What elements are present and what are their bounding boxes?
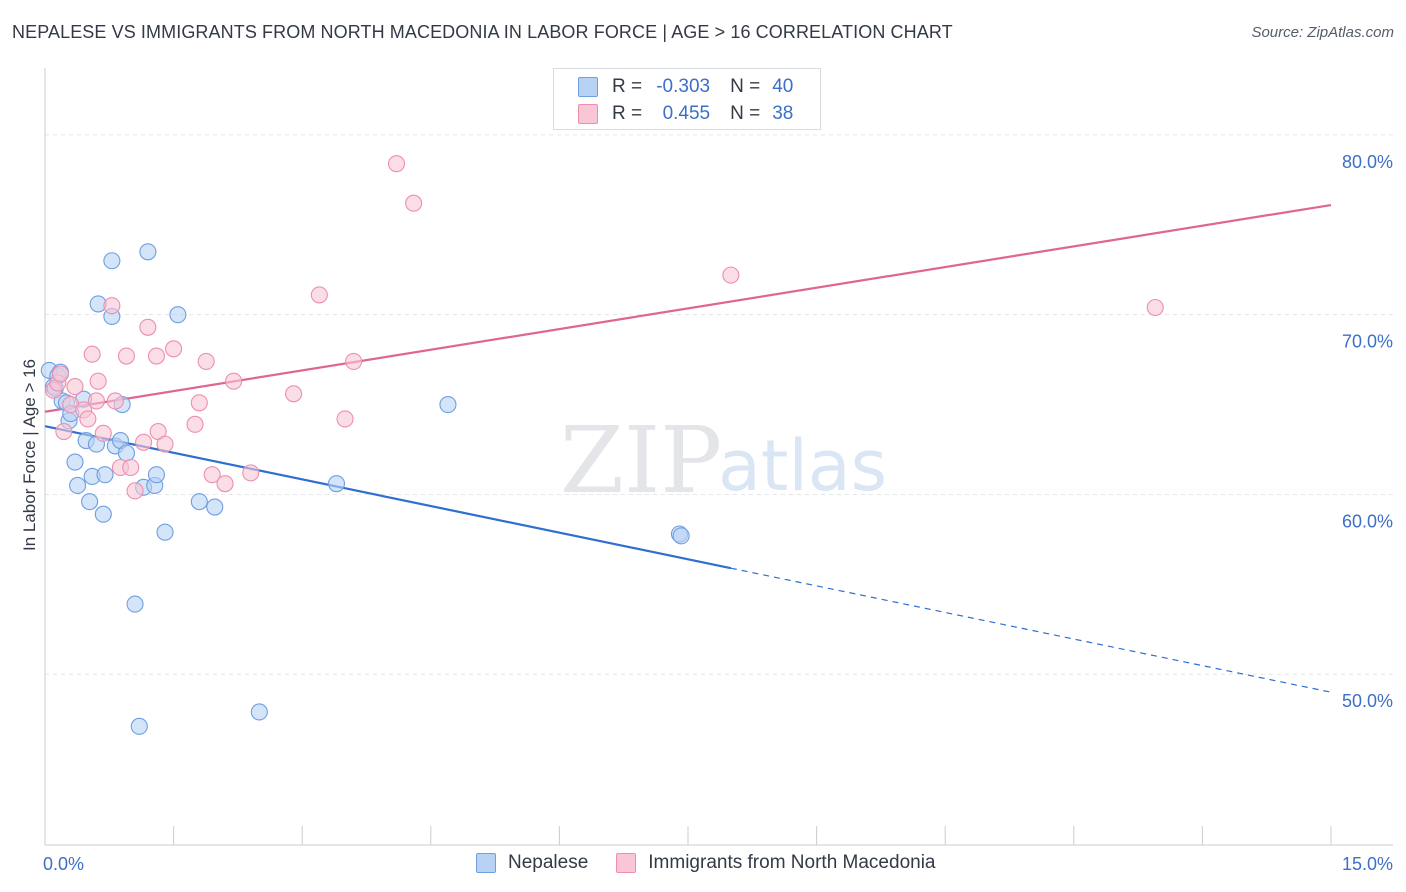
y-tick-label: 70.0% — [1342, 332, 1393, 352]
point-macedonia — [405, 194, 423, 212]
legend-item-macedonia[interactable]: Immigrants from North Macedonia — [616, 852, 936, 874]
point-nepalese — [103, 252, 121, 270]
point-macedonia — [126, 482, 144, 500]
point-macedonia — [79, 410, 97, 428]
point-nepalese — [69, 476, 87, 495]
point-macedonia — [216, 475, 234, 493]
source-label: Source: ZipAtlas.com — [1251, 24, 1394, 41]
point-macedonia — [94, 424, 112, 442]
point-nepalese — [81, 493, 99, 511]
point-macedonia — [103, 297, 121, 315]
stats-legend: R = -0.303 N = 40 R = 0.455 N = 38 — [553, 68, 821, 130]
point-macedonia — [147, 347, 166, 365]
point-macedonia — [66, 378, 84, 396]
point-macedonia — [1146, 298, 1164, 317]
point-macedonia — [55, 422, 73, 441]
legend-label-macedonia: Immigrants from North Macedonia — [648, 852, 936, 873]
point-nepalese — [190, 493, 208, 511]
stats-row-nepalese: R = -0.303 N = 40 — [578, 74, 802, 100]
point-nepalese — [94, 505, 112, 523]
swatch-macedonia — [578, 104, 598, 124]
point-macedonia — [83, 345, 101, 363]
swatch-nepalese — [578, 77, 598, 97]
point-macedonia — [51, 365, 69, 383]
point-macedonia — [139, 318, 157, 336]
n-label: N = — [730, 76, 761, 97]
point-macedonia — [135, 433, 153, 451]
legend-label-nepalese: Nepalese — [508, 852, 589, 873]
point-macedonia — [186, 415, 204, 433]
point-macedonia — [225, 372, 243, 390]
point-nepalese — [117, 444, 135, 462]
legend-swatch-nepalese — [476, 853, 496, 873]
legend-item-nepalese[interactable]: Nepalese — [476, 852, 588, 874]
watermark-atlas: atlas — [718, 425, 887, 507]
point-nepalese — [169, 306, 187, 324]
point-nepalese — [130, 717, 148, 735]
point-nepalese — [126, 595, 144, 613]
watermark: ZIP atlas — [560, 407, 887, 514]
n-value: 38 — [772, 103, 794, 124]
point-macedonia — [165, 340, 183, 358]
point-macedonia — [242, 464, 260, 482]
tick-labels: 80.0% 70.0% 60.0% 50.0% 0.0% 15.0% — [43, 152, 1393, 874]
x-tick-label: 0.0% — [43, 854, 84, 874]
point-macedonia — [156, 435, 174, 453]
point-macedonia — [197, 352, 215, 370]
point-macedonia — [203, 466, 221, 484]
point-macedonia — [106, 392, 124, 410]
point-nepalese — [206, 498, 224, 516]
point-macedonia — [122, 458, 140, 477]
point-macedonia — [722, 266, 740, 284]
point-macedonia — [310, 286, 328, 304]
y-tick-label: 60.0% — [1342, 511, 1393, 531]
data-points — [40, 155, 1164, 735]
grid-lines — [45, 134, 1393, 675]
point-macedonia — [190, 394, 208, 412]
point-macedonia — [87, 392, 105, 410]
axes — [44, 68, 1393, 846]
point-macedonia — [387, 155, 406, 173]
point-macedonia — [117, 347, 135, 365]
point-nepalese — [147, 466, 166, 484]
y-tick-label: 80.0% — [1342, 152, 1393, 172]
n-value: 40 — [772, 76, 794, 97]
point-macedonia — [285, 385, 303, 403]
chart-title: NEPALESE VS IMMIGRANTS FROM NORTH MACEDO… — [12, 22, 953, 42]
r-value: -0.303 — [656, 76, 711, 97]
point-nepalese — [139, 243, 157, 261]
x-tick-label: 15.0% — [1342, 854, 1393, 874]
watermark-zip: ZIP — [560, 407, 722, 514]
trend-line-macedonia — [44, 203, 1332, 413]
point-nepalese — [250, 703, 268, 721]
n-label: N = — [730, 103, 761, 124]
point-macedonia — [89, 372, 107, 390]
y-tick-label: 50.0% — [1342, 691, 1393, 711]
point-macedonia — [345, 352, 363, 370]
trend-line-nepalese-extrapolated — [730, 567, 1332, 693]
r-label: R = — [612, 76, 643, 97]
point-nepalese — [156, 523, 174, 541]
point-nepalese — [672, 527, 690, 545]
r-value: 0.455 — [662, 103, 711, 124]
series-legend: Nepalese Immigrants from North Macedonia — [476, 852, 964, 874]
point-macedonia — [336, 410, 354, 428]
point-nepalese — [96, 466, 114, 484]
legend-swatch-macedonia — [616, 853, 637, 873]
point-nepalese — [439, 396, 457, 414]
stats-row-macedonia: R = 0.455 N = 38 — [578, 101, 802, 127]
point-nepalese — [327, 475, 346, 493]
r-label: R = — [612, 103, 643, 124]
point-nepalese — [66, 453, 84, 471]
